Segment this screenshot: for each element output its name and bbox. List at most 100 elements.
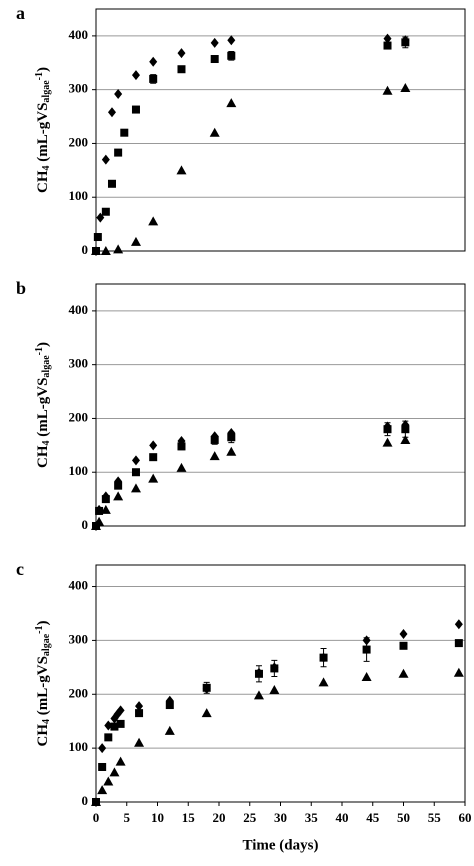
square-marker [135,709,144,718]
x-axis-label: Time (days) [243,837,319,853]
panel-label: b [16,278,26,298]
triangle-marker [209,451,220,461]
diamond-marker [399,628,408,639]
y-axis-label: CH4 (mL-gVSalgae-1) [34,621,52,747]
y-axis-label-part: 4 [41,719,52,724]
y-tick-label: 400 [69,578,89,593]
square-marker [399,641,408,650]
triangle-marker [109,767,120,777]
x-tick-label: 40 [336,810,349,825]
triangle-marker [164,725,175,735]
square-marker [454,639,463,648]
square-marker [227,433,236,442]
square-marker [319,653,328,662]
y-tick-label: 0 [82,517,89,532]
square-marker [114,148,123,157]
triangle-marker [398,668,409,678]
triangle-marker [94,516,105,526]
diamond-marker [131,455,140,466]
triangle-marker [134,737,145,747]
diamond-marker [116,705,125,716]
square-marker [362,645,371,654]
plot-frame [95,564,466,803]
square-marker [114,481,123,490]
square-marker [165,701,174,710]
diamond-marker [104,720,113,731]
y-axis-label-part: CH [35,445,51,468]
square-marker [177,442,186,451]
y-axis-label-part: (mL-gVS [35,378,51,441]
square-marker [101,207,110,216]
diamond-marker [177,48,186,59]
triangle-marker [148,216,159,226]
triangle-marker [100,504,111,514]
x-tick-label: 10 [151,810,164,825]
square-marker [383,425,392,434]
diamond-marker [210,37,219,48]
y-axis-label-part: 4 [41,165,52,170]
y-axis-label-part: CH [35,724,51,747]
triangle-marker [130,483,141,493]
triangle-marker [226,98,237,108]
diamond-marker [131,70,140,81]
diamond-marker [98,743,107,754]
y-axis-label-part: ) [35,67,51,72]
triangle-marker [382,437,393,447]
diamond-marker [383,33,392,44]
square-marker [401,425,410,434]
triangle-marker [113,244,124,254]
triangle-marker [382,85,393,95]
x-tick-label: 20 [213,810,226,825]
triangle-marker [103,776,114,786]
square-marker [131,468,140,477]
y-axis-label-part: algae [41,633,52,656]
y-axis-label-part: CH [35,170,51,193]
x-tick-label: 0 [93,810,100,825]
x-tick-label: 55 [428,810,442,825]
diamond-marker [454,619,463,630]
triangle-marker [253,690,264,700]
y-tick-label: 200 [69,409,89,424]
triangle-marker [100,246,111,255]
triangle-marker [148,473,159,483]
diamond-marker [101,154,110,165]
y-axis-label-part: -1 [34,72,45,80]
square-marker [210,55,219,64]
square-marker [270,664,279,673]
y-tick-label: 200 [69,685,89,700]
square-marker [401,38,410,47]
diamond-marker [135,701,144,712]
y-axis-label-part: ) [35,621,51,626]
triangle-marker [400,434,411,444]
y-axis-label-part: (mL-gVS [35,656,51,719]
plot-frame [95,283,466,527]
diamond-marker [149,56,158,67]
x-tick-label: 15 [182,810,196,825]
triangle-marker [91,797,101,806]
diamond-marker [114,88,123,99]
square-marker [107,179,116,188]
triangle-marker [400,83,411,93]
square-marker [202,683,211,692]
y-tick-label: 0 [82,242,89,257]
y-axis-label-part: -1 [34,347,45,355]
y-axis-label-part: -1 [34,626,45,634]
square-marker [95,506,104,515]
square-marker [101,495,110,504]
panel-label: a [16,3,25,23]
y-axis-label-part: (mL-gVS [35,103,51,166]
triangle-marker [176,462,187,472]
triangle-marker [453,667,464,677]
square-marker [116,719,125,728]
triangle-marker [201,708,212,718]
y-axis-label-part: ) [35,342,51,347]
triangle-marker [91,246,101,255]
triangle-marker [269,684,280,694]
x-tick-label: 60 [459,810,472,825]
square-marker [149,453,158,462]
y-axis-label-part: algae [41,355,52,378]
x-tick-label: 45 [366,810,380,825]
square-marker [227,51,236,60]
square-marker [104,733,113,742]
